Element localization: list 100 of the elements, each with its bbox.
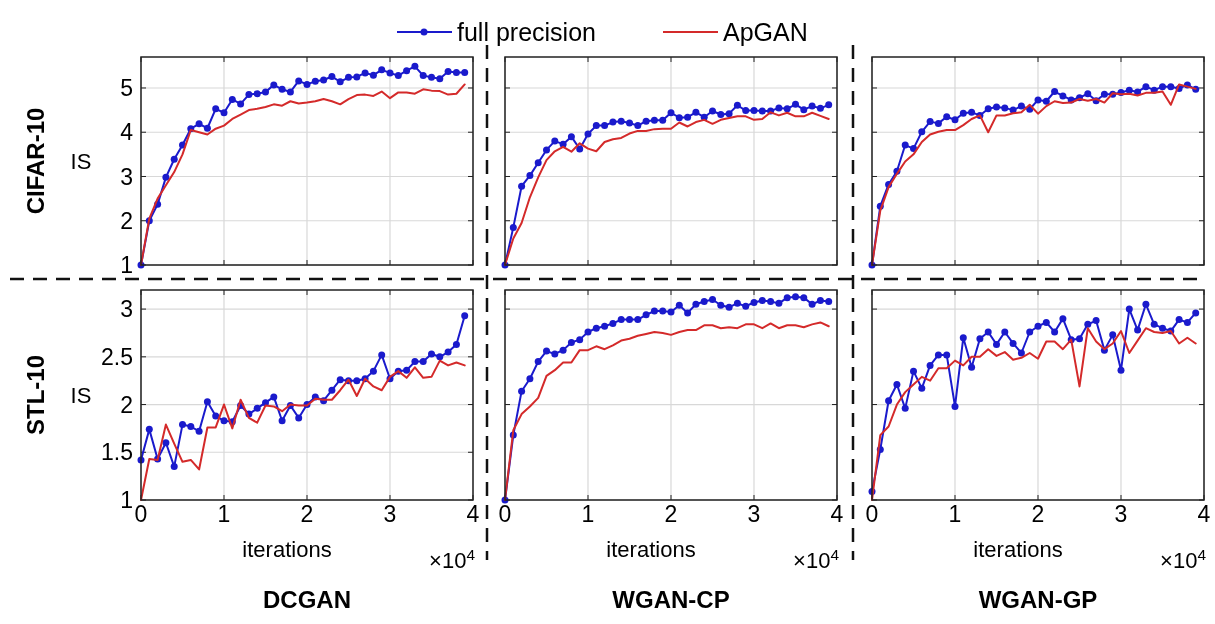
- point: [742, 107, 750, 115]
- text: CIFAR-10: [22, 107, 50, 215]
- x-tick-label: 0: [498, 501, 512, 527]
- text: DCGAN: [263, 586, 351, 613]
- point: [328, 72, 336, 80]
- point: [993, 103, 1000, 111]
- text: STL-10: [22, 354, 50, 436]
- y-tick-label: 2: [120, 391, 133, 418]
- x-tick-label: 4: [466, 501, 480, 527]
- point: [1042, 97, 1050, 105]
- point: [1001, 328, 1009, 336]
- point: [518, 182, 526, 190]
- x-tick-label: 3: [1114, 501, 1128, 527]
- x-tick-label: 4: [830, 501, 844, 527]
- x-tick-label: 3: [383, 501, 397, 527]
- point: [951, 402, 959, 410]
- point: [270, 81, 278, 89]
- point: [1100, 90, 1108, 98]
- point: [709, 296, 716, 304]
- point: [1192, 309, 1200, 317]
- y-axis-title: IS: [70, 382, 92, 408]
- point: [816, 104, 824, 112]
- point: [518, 387, 526, 395]
- point: [634, 122, 642, 130]
- point: [584, 130, 592, 138]
- point: [1017, 102, 1025, 110]
- y-tick-label: 4: [120, 119, 134, 146]
- point: [775, 104, 783, 112]
- point: [353, 377, 361, 385]
- point: [419, 358, 427, 366]
- point: [195, 427, 203, 435]
- point: [885, 397, 893, 405]
- point: [378, 66, 386, 74]
- point: [543, 146, 550, 154]
- point: [1142, 83, 1150, 91]
- point: [650, 307, 658, 315]
- point: [170, 463, 178, 471]
- point: [758, 297, 766, 304]
- point: [328, 386, 336, 394]
- point: [918, 128, 926, 136]
- point: [959, 109, 967, 117]
- point: [642, 117, 650, 125]
- x-tick-label: 1: [217, 501, 231, 527]
- point: [959, 334, 967, 342]
- point: [901, 141, 909, 149]
- point: [783, 105, 791, 113]
- point: [601, 122, 609, 130]
- point: [825, 101, 833, 109]
- point: [1084, 320, 1092, 328]
- point: [968, 363, 976, 371]
- point: [1159, 83, 1166, 91]
- point: [203, 124, 211, 132]
- point: [626, 119, 633, 127]
- point: [452, 68, 460, 76]
- point: [1167, 83, 1175, 91]
- y-tick-label: 2: [120, 207, 133, 234]
- point: [345, 73, 352, 81]
- point: [411, 62, 419, 70]
- point: [303, 80, 311, 88]
- point: [1092, 317, 1100, 325]
- point: [926, 361, 934, 369]
- point: [187, 423, 195, 430]
- point: [717, 301, 725, 309]
- y-tick-label: 5: [120, 75, 133, 102]
- point: [951, 116, 959, 124]
- point: [675, 114, 683, 122]
- point: [984, 328, 992, 336]
- point: [320, 76, 328, 84]
- point: [162, 439, 170, 447]
- point: [212, 105, 220, 113]
- point: [361, 69, 369, 77]
- point: [253, 404, 261, 412]
- legend-label: full precision: [457, 17, 596, 46]
- point: [1026, 328, 1034, 336]
- point: [733, 101, 741, 109]
- point: [170, 155, 178, 163]
- point: [642, 311, 650, 319]
- point: [526, 375, 534, 383]
- y-tick-label: 1: [120, 252, 133, 279]
- point: [245, 91, 253, 99]
- point: [534, 358, 542, 366]
- point: [278, 85, 286, 93]
- point: [709, 107, 716, 115]
- point: [436, 75, 444, 83]
- point: [228, 95, 236, 103]
- point: [800, 106, 808, 114]
- point: [567, 133, 575, 141]
- point: [976, 335, 984, 343]
- point: [910, 367, 917, 375]
- point: [934, 351, 942, 359]
- point: [926, 118, 934, 126]
- point: [551, 137, 559, 145]
- point: [526, 172, 534, 180]
- point: [783, 294, 791, 302]
- point: [775, 299, 783, 307]
- point: [403, 366, 411, 374]
- point: [336, 376, 344, 384]
- point: [509, 223, 517, 231]
- point: [733, 299, 741, 307]
- point: [592, 324, 600, 332]
